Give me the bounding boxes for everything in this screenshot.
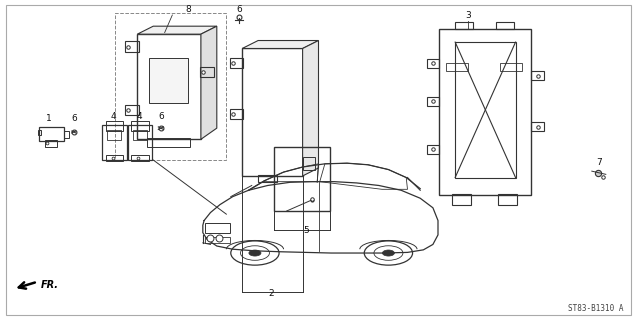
Bar [149, 58, 188, 103]
Bar [499, 63, 522, 71]
Text: 6: 6 [71, 114, 76, 123]
Text: 4: 4 [136, 112, 142, 121]
Bar [427, 145, 440, 154]
Bar [258, 175, 277, 182]
Bar [45, 140, 57, 147]
Bar [108, 130, 122, 140]
Bar [440, 29, 531, 195]
Polygon shape [138, 26, 217, 34]
Bar [446, 63, 468, 71]
Text: 1: 1 [45, 114, 51, 123]
Polygon shape [303, 41, 318, 176]
Bar [138, 34, 201, 139]
Bar [131, 155, 149, 161]
Polygon shape [201, 26, 217, 139]
Bar [531, 71, 544, 80]
Text: FR.: FR. [41, 280, 59, 290]
Bar [303, 157, 315, 170]
Bar [128, 125, 152, 160]
Text: 7: 7 [597, 158, 603, 167]
Bar [242, 49, 303, 176]
Text: 2: 2 [268, 289, 274, 298]
Bar [229, 109, 243, 119]
Text: 8: 8 [185, 5, 191, 14]
Bar [274, 147, 330, 211]
Bar [39, 126, 64, 141]
Bar [455, 22, 473, 29]
Circle shape [249, 250, 261, 256]
Text: ST83-B1310 A: ST83-B1310 A [568, 304, 624, 313]
Bar [427, 97, 440, 106]
Bar [133, 130, 147, 140]
Bar [103, 125, 127, 160]
Text: 6: 6 [236, 5, 242, 14]
Bar [147, 138, 190, 147]
Text: 3: 3 [465, 11, 471, 20]
Bar [38, 130, 41, 134]
Bar [64, 131, 69, 138]
Bar [125, 105, 139, 116]
Bar [106, 155, 124, 161]
Bar [205, 223, 229, 233]
Text: 4: 4 [111, 112, 117, 121]
Bar [205, 237, 229, 243]
Text: 6: 6 [158, 112, 164, 121]
Text: 5: 5 [303, 226, 309, 235]
Bar [496, 22, 514, 29]
Bar [106, 121, 124, 131]
Bar [131, 121, 149, 131]
Bar [125, 42, 139, 52]
Bar [455, 42, 515, 178]
Bar [229, 58, 243, 68]
Bar [199, 67, 213, 77]
Bar [115, 13, 226, 160]
Bar [427, 59, 440, 68]
Bar [497, 195, 517, 204]
Bar [452, 195, 471, 204]
Polygon shape [242, 41, 318, 49]
Circle shape [382, 250, 394, 256]
Bar [531, 123, 544, 131]
